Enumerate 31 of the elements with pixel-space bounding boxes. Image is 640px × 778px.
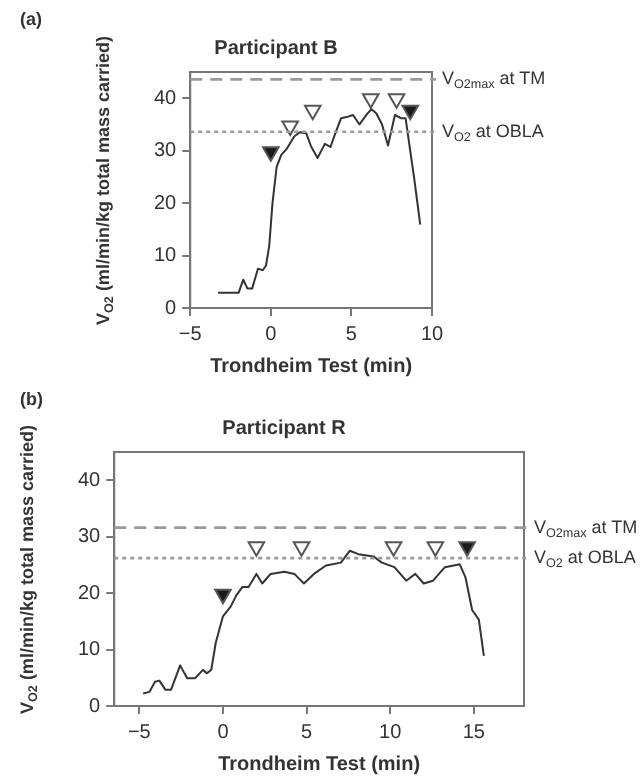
x-tick-label: 10	[379, 721, 403, 744]
text: (a)	[20, 8, 42, 29]
x-tick-label: 0	[217, 721, 230, 744]
point	[361, 93, 380, 109]
y-tick-label: 10	[154, 245, 178, 268]
y-tick-label: 0	[165, 297, 178, 320]
x-tick-label: 5	[301, 721, 314, 744]
point	[387, 93, 406, 109]
x-tick-label: 0	[265, 323, 278, 346]
x-tick-label: 5	[345, 323, 358, 346]
y-tick-label: 10	[78, 639, 102, 662]
point	[281, 120, 299, 137]
y-tick-label: 0	[89, 695, 102, 718]
point	[262, 146, 280, 162]
x-tick-label: 10	[420, 323, 444, 346]
y-tick-label: 40	[154, 87, 178, 110]
x-tick-label: 15	[462, 721, 486, 744]
chart-title: Participant R	[222, 417, 348, 440]
y-tick-label: 30	[154, 140, 178, 163]
point	[401, 104, 420, 121]
y-tick-label: 20	[78, 582, 102, 605]
y-tick-label: 20	[154, 192, 178, 215]
point	[303, 104, 322, 121]
text: (b)	[20, 388, 43, 409]
y-tick-label: 40	[78, 469, 102, 492]
chart-title: Participant B	[214, 37, 338, 60]
y-tick-label: 30	[78, 526, 102, 549]
x-axis-title: Trondheim Test (min)	[210, 355, 413, 378]
x-tick-label: −5	[127, 721, 152, 744]
x-tick-label: −5	[178, 323, 203, 346]
x-axis-title: Trondheim Test (min)	[218, 753, 421, 776]
